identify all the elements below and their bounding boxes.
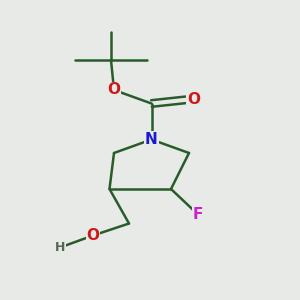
Text: O: O xyxy=(187,92,200,106)
Text: H: H xyxy=(55,241,65,254)
Text: N: N xyxy=(145,132,158,147)
Text: F: F xyxy=(193,207,203,222)
Text: O: O xyxy=(107,82,121,98)
Text: O: O xyxy=(86,228,100,243)
